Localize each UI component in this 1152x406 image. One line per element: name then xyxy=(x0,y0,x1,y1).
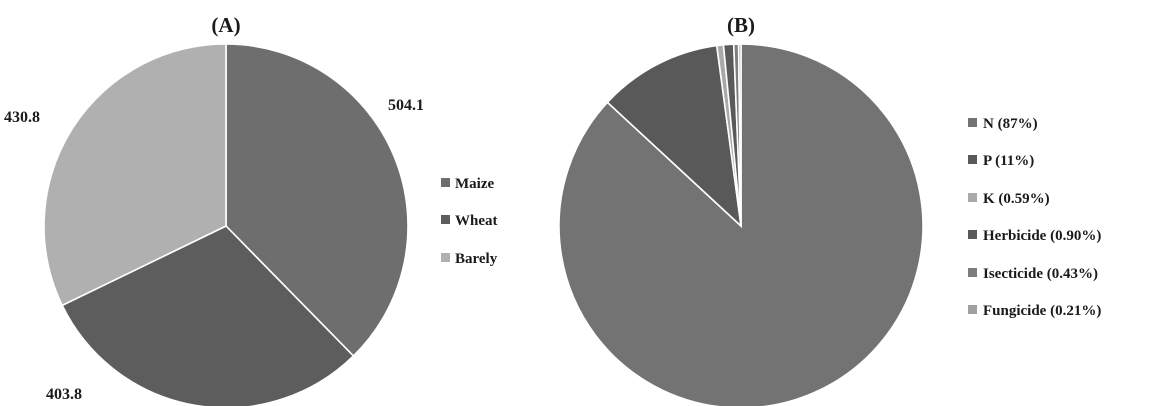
legend-label-wheat: Wheat xyxy=(455,213,498,229)
pie-slice-wheat xyxy=(61,225,355,406)
data-label-wheat: 403.8 xyxy=(46,386,82,403)
legend-label-barely: Barely xyxy=(455,251,498,267)
chart-b-title: (B) xyxy=(727,13,755,37)
legend-label-maize: Maize xyxy=(455,176,494,192)
chart-b: (B) N (87%) P (11%) K (0.59%) Herbicide … xyxy=(558,13,1101,406)
legend-swatch-k xyxy=(968,193,977,202)
pie-slice-n xyxy=(558,43,924,406)
legend-label-herbicide: Herbicide (0.90%) xyxy=(983,228,1101,244)
chart-a-slices xyxy=(43,43,409,406)
chart-a-legend: Maize Wheat Barely xyxy=(441,176,498,267)
legend-swatch-maize xyxy=(441,178,450,187)
chart-a-title: (A) xyxy=(211,13,240,37)
pie-slice-barely xyxy=(43,43,227,307)
legend-label-isecticide: Isecticide (0.43%) xyxy=(983,266,1098,282)
chart-b-slices xyxy=(558,43,924,406)
legend-swatch-barely xyxy=(441,253,450,262)
legend-swatch-p xyxy=(968,155,977,164)
pie-slice-fungicide xyxy=(737,43,742,227)
legend-label-k: K (0.59%) xyxy=(983,191,1050,207)
chart-b-legend: N (87%) P (11%) K (0.59%) Herbicide (0.9… xyxy=(968,116,1101,319)
legend-label-n: N (87%) xyxy=(983,116,1038,132)
legend-swatch-isecticide xyxy=(968,268,977,277)
legend-swatch-wheat xyxy=(441,215,450,224)
pie-slice-p xyxy=(606,44,743,229)
legend-swatch-n xyxy=(968,118,977,127)
data-label-barely: 430.8 xyxy=(4,109,40,126)
chart-a: (A) 504.1 403.8 430.8 Maize Wheat Barely xyxy=(4,13,498,406)
data-label-maize: 504.1 xyxy=(388,97,424,114)
legend-label-fungicide: Fungicide (0.21%) xyxy=(983,303,1101,319)
legend-label-p: P (11%) xyxy=(983,153,1034,169)
legend-swatch-fungicide xyxy=(968,305,977,314)
legend-swatch-herbicide xyxy=(968,230,977,239)
pie-slice-maize xyxy=(225,43,409,358)
